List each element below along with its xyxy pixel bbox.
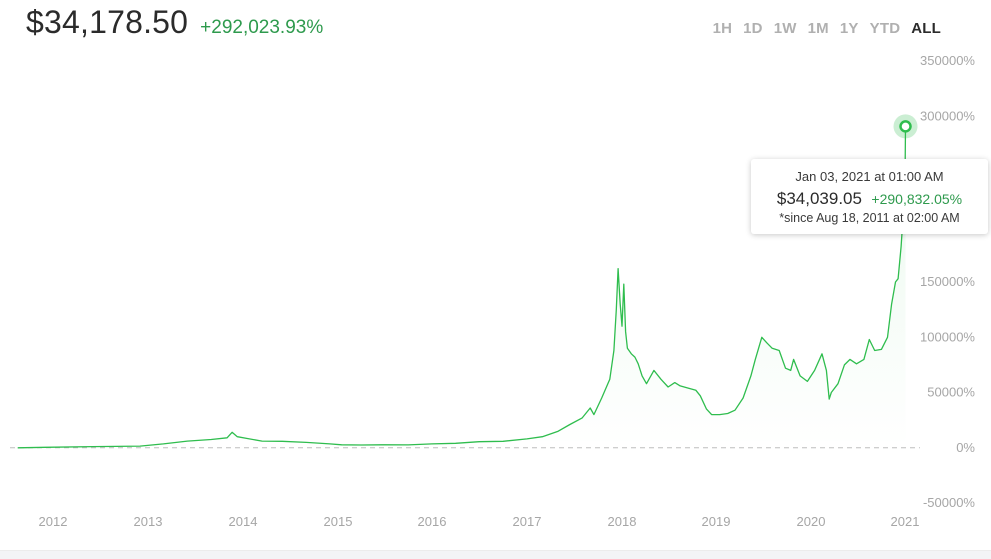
x-tick-label: 2021: [891, 514, 920, 529]
price-change-percent: +292,023.93%: [200, 17, 324, 38]
range-button-all[interactable]: ALL: [911, 20, 941, 37]
y-tick-label: 50000%: [927, 385, 975, 400]
bottom-scrollbar-strip: [0, 550, 991, 559]
x-tick-label: 2012: [39, 514, 68, 529]
y-tick-label: 300000%: [920, 108, 975, 123]
tooltip-price: $34,039.05: [776, 189, 862, 208]
x-tick-label: 2018: [608, 514, 637, 529]
y-axis: 350000%300000%250000%200000%150000%10000…: [920, 53, 975, 510]
tooltip-change: +290,832.05%: [871, 191, 963, 207]
series-area-fill: [17, 126, 906, 448]
range-button-1h[interactable]: 1H: [712, 20, 733, 37]
x-tick-label: 2015: [324, 514, 353, 529]
x-tick-label: 2017: [513, 514, 542, 529]
x-tick-label: 2014: [229, 514, 258, 529]
range-button-1y[interactable]: 1Y: [839, 20, 859, 37]
x-tick-label: 2013: [134, 514, 163, 529]
x-tick-label: 2020: [797, 514, 826, 529]
current-price: $34,178.50: [26, 4, 189, 40]
x-axis: 2012 2013 2014 2015 2016 2017 2018 2019 2020 2021: [39, 514, 920, 529]
time-range-selector: 1H 1D 1W 1M 1Y YTD ALL: [712, 20, 942, 37]
y-tick-label: 150000%: [920, 274, 975, 289]
tooltip-since: *since Aug 18, 2011 at 02:00 AM: [779, 211, 960, 225]
y-tick-label: 100000%: [920, 329, 975, 344]
series-line: [17, 126, 907, 449]
tooltip-value-row: $34,039.05 +290,832.05%: [751, 189, 988, 209]
range-button-ytd[interactable]: YTD: [869, 20, 901, 37]
range-button-1d[interactable]: 1D: [743, 20, 763, 37]
y-tick-label: -50000%: [923, 495, 975, 510]
range-button-1m[interactable]: 1M: [807, 20, 829, 37]
y-tick-label: 0%: [956, 440, 975, 455]
x-tick-label: 2016: [418, 514, 447, 529]
y-tick-label: 350000%: [920, 53, 975, 68]
chart-tooltip: Jan 03, 2021 at 01:00 AM $34,039.05 +290…: [751, 159, 988, 234]
x-tick-label: 2019: [702, 514, 731, 529]
tooltip-date: Jan 03, 2021 at 01:00 AM: [795, 169, 944, 184]
range-button-1w[interactable]: 1W: [773, 20, 797, 37]
price-header: $34,178.50 +292,023.93%: [26, 4, 323, 41]
highlight-point[interactable]: [899, 120, 912, 133]
